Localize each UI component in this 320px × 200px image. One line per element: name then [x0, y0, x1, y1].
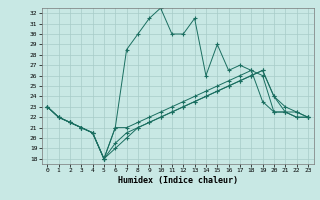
X-axis label: Humidex (Indice chaleur): Humidex (Indice chaleur) [118, 176, 237, 185]
